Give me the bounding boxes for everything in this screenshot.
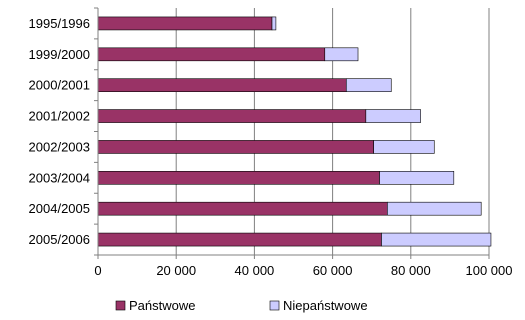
legend-label-niepanstwowe: Niepaństwowe xyxy=(283,298,368,313)
legend-swatch-niepanstwowe xyxy=(269,300,280,311)
x-tick-label: 20 000 xyxy=(156,263,196,278)
bars xyxy=(97,16,492,247)
category-label: 2004/2005 xyxy=(29,201,90,216)
category-label: 2000/2001 xyxy=(29,78,90,93)
x-tick-label: 80 000 xyxy=(391,263,431,278)
bar-niepanstwowe-6 xyxy=(387,201,482,216)
legend-swatch-panstwowe xyxy=(115,300,126,311)
x-tick-label: 40 000 xyxy=(235,263,275,278)
bar-panstwowe-7 xyxy=(97,232,382,247)
category-label: 2003/2004 xyxy=(29,170,90,185)
grid xyxy=(175,8,490,255)
bar-panstwowe-4 xyxy=(97,140,374,154)
x-tick-label: 100 000 xyxy=(466,263,513,278)
axes xyxy=(94,7,490,259)
bar-niepanstwowe-1 xyxy=(324,47,359,62)
x-tick-label: 60 000 xyxy=(313,263,353,278)
legend-label-panstwowe: Państwowe xyxy=(129,298,195,313)
bar-panstwowe-3 xyxy=(97,109,367,123)
category-label: 1999/2000 xyxy=(29,47,90,62)
bar-panstwowe-2 xyxy=(97,78,347,92)
category-label: 2001/2002 xyxy=(29,109,90,124)
bar-niepanstwowe-5 xyxy=(379,171,455,185)
bar-niepanstwowe-0 xyxy=(271,16,277,31)
bar-panstwowe-0 xyxy=(97,16,273,31)
legend: Państwowe Niepaństwowe xyxy=(115,298,368,313)
bar-niepanstwowe-4 xyxy=(373,140,435,154)
bar-panstwowe-5 xyxy=(97,171,380,185)
x-tick-label: 0 xyxy=(94,263,101,278)
bar-panstwowe-1 xyxy=(97,47,326,62)
category-label: 1995/1996 xyxy=(29,16,90,31)
category-label: 2002/2003 xyxy=(29,139,90,154)
bar-niepanstwowe-7 xyxy=(381,232,492,247)
bar-niepanstwowe-3 xyxy=(365,109,421,123)
category-label: 2005/2006 xyxy=(29,232,90,247)
bar-niepanstwowe-2 xyxy=(345,78,392,92)
bar-panstwowe-6 xyxy=(97,201,388,216)
labels: 1995/1996 1999/2000 2000/2001 2001/2002 2002… xyxy=(29,16,513,278)
